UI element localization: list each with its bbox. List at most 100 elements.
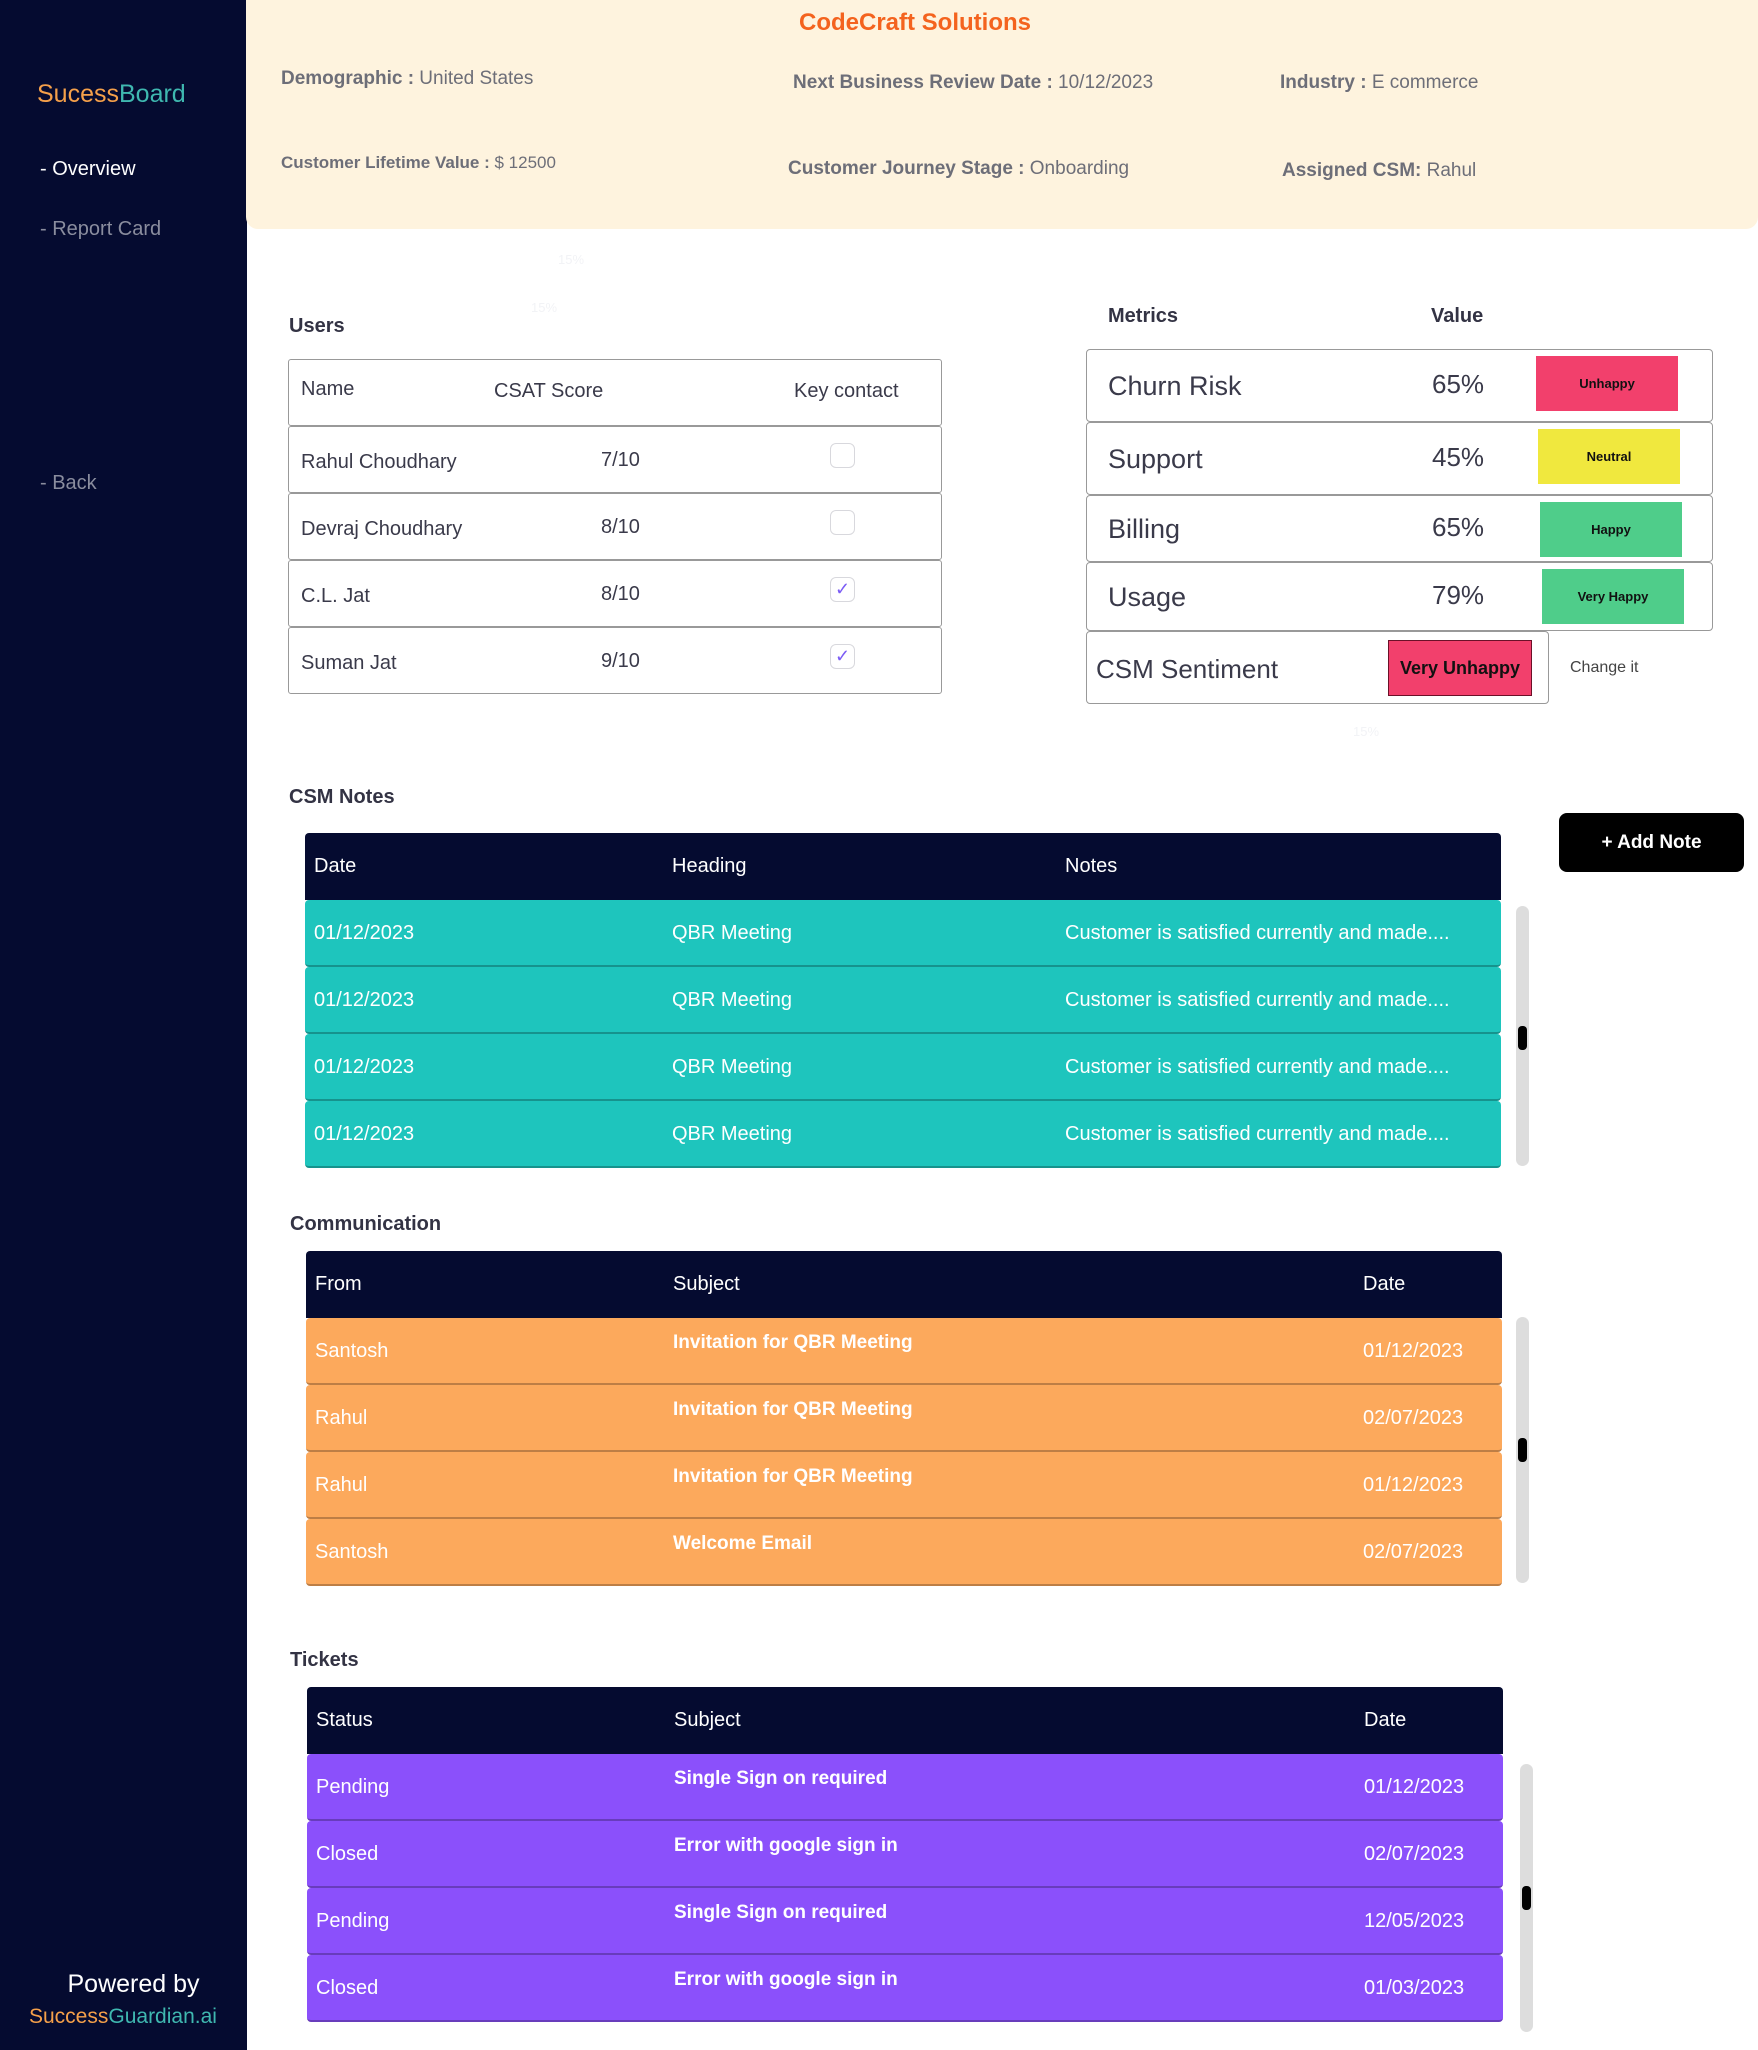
tickets-title: Tickets	[290, 1649, 359, 1671]
key-contact-checkbox[interactable]: ✓	[830, 644, 855, 669]
communication-cell: Rahul	[315, 1407, 368, 1429]
communication-table: From Subject Date Santosh Invitation for QBR…	[306, 1251, 1502, 1586]
communication-row[interactable]: Santosh Invitation for QBR Meeting 01/12/2…	[306, 1318, 1502, 1385]
column-header: Status	[316, 1709, 373, 1731]
field-value: United States	[414, 68, 534, 89]
notes-row[interactable]: 01/12/2023 QBR Meeting Customer is satisfi…	[305, 900, 1501, 967]
scrollbar-thumb[interactable]	[1518, 1438, 1527, 1462]
users-title: Users	[289, 315, 345, 337]
notes-cell: 01/12/2023	[314, 989, 415, 1011]
column-header: Date	[314, 855, 357, 877]
sidebar: SucessBoard - Overview - Report Card - B…	[0, 0, 247, 2050]
csat-score: 9/10	[601, 650, 640, 672]
scrollbar-thumb[interactable]	[1518, 1026, 1527, 1050]
tickets-cell: Closed	[316, 1843, 379, 1865]
csm-notes-title: CSM Notes	[289, 786, 395, 808]
key-contact-checkbox[interactable]	[830, 443, 855, 468]
notes-header-row: Date Heading Notes	[305, 833, 1501, 900]
column-header: Name	[301, 378, 355, 400]
metric-name: Support	[1108, 443, 1203, 474]
field-assigned-csm: Assigned CSM: Rahul	[1282, 160, 1476, 182]
communication-row[interactable]: Santosh Welcome Email 02/07/2023	[306, 1519, 1502, 1586]
notes-scrollbar[interactable]	[1516, 906, 1529, 1166]
tickets-header-row: Status Subject Date	[307, 1687, 1503, 1754]
company-name: CodeCraft Solutions	[799, 9, 1031, 36]
add-note-button[interactable]: + Add Note	[1559, 813, 1744, 872]
users-header-row: Name CSAT Score Key contact	[288, 359, 942, 426]
tickets-cell: 12/05/2023	[1364, 1910, 1465, 1932]
notes-cell: Customer is satisfied currently and made…	[1065, 1123, 1450, 1145]
notes-cell: 01/12/2023	[314, 1123, 415, 1145]
field-lifetime-value: Customer Lifetime Value : $ 12500	[281, 153, 556, 173]
field-value: E commerce	[1366, 72, 1479, 93]
communication-header-row: From Subject Date	[306, 1251, 1502, 1318]
change-sentiment-link[interactable]: Change it	[1570, 659, 1639, 676]
tickets-cell: Closed	[316, 1977, 379, 1999]
sentiment-dropdown[interactable]: Very Unhappy	[1388, 640, 1532, 696]
notes-row[interactable]: 01/12/2023 QBR Meeting Customer is satisfi…	[305, 1101, 1501, 1168]
tickets-row[interactable]: Pending Single Sign on required 01/12/2023	[307, 1754, 1503, 1821]
metric-row: Support 45% Neutral	[1086, 422, 1713, 495]
metric-name: Churn Risk	[1108, 370, 1242, 401]
key-contact-checkbox[interactable]	[830, 510, 855, 535]
nav-back[interactable]: - Back	[40, 472, 97, 494]
user-row: Suman Jat 9/10 ✓	[288, 627, 942, 694]
users-table: Name CSAT Score Key contact Rahul Choudhary…	[288, 359, 942, 694]
logo-part: Board	[118, 80, 186, 108]
field-review-date: Next Business Review Date : 10/12/2023	[793, 72, 1153, 94]
column-header: From	[315, 1273, 362, 1295]
key-contact-checkbox[interactable]: ✓	[830, 577, 855, 602]
metric-status-badge: Very Happy	[1542, 569, 1684, 624]
communication-cell: 01/12/2023	[1363, 1340, 1464, 1362]
user-row: Devraj Choudhary 8/10	[288, 493, 942, 560]
brand-part: Guardian.ai	[108, 2005, 217, 2028]
tickets-row[interactable]: Pending Single Sign on required 12/05/2023	[307, 1888, 1503, 1955]
tickets-cell: Single Sign on required	[674, 1902, 888, 1923]
value-column-header: Value	[1431, 305, 1484, 327]
tickets-cell: Error with google sign in	[674, 1835, 898, 1856]
field-industry: Industry : E commerce	[1280, 72, 1478, 94]
nav-overview[interactable]: - Overview	[40, 158, 136, 180]
tickets-cell: Pending	[316, 1910, 390, 1932]
metric-value: 79%	[1432, 579, 1485, 610]
column-header: Key contact	[794, 380, 899, 402]
communication-cell: 02/07/2023	[1363, 1541, 1464, 1563]
metrics-column-header: Metrics	[1108, 305, 1179, 327]
tickets-row[interactable]: Closed Error with google sign in 01/03/202…	[307, 1955, 1503, 2022]
communication-cell: 02/07/2023	[1363, 1407, 1464, 1429]
communication-row[interactable]: Rahul Invitation for QBR Meeting 01/12/202…	[306, 1452, 1502, 1519]
notes-row[interactable]: 01/12/2023 QBR Meeting Customer is satisfi…	[305, 1034, 1501, 1101]
communication-cell: Welcome Email	[673, 1533, 813, 1554]
sentiment-label: CSM Sentiment	[1096, 654, 1279, 684]
brand-name: SuccessGuardian.ai	[29, 2005, 217, 2029]
tickets-cell: Pending	[316, 1776, 390, 1798]
field-demographic: Demographic : United States	[281, 68, 533, 90]
metric-status-badge: Neutral	[1538, 429, 1680, 484]
tickets-scrollbar[interactable]	[1520, 1764, 1533, 2032]
notes-cell: QBR Meeting	[672, 1056, 793, 1078]
field-key: Customer Journey Stage :	[788, 158, 1025, 179]
communication-cell: Invitation for QBR Meeting	[673, 1466, 913, 1487]
field-key: Assigned CSM:	[1282, 160, 1422, 181]
csm-notes-table: Date Heading Notes 01/12/2023 QBR Meeting Cus…	[305, 833, 1501, 1168]
csat-score: 8/10	[601, 583, 640, 605]
tickets-row[interactable]: Closed Error with google sign in 02/07/202…	[307, 1821, 1503, 1888]
scrollbar-thumb[interactable]	[1522, 1886, 1531, 1910]
tickets-table: Status Subject Date Pending Single Sign on r…	[307, 1687, 1503, 2022]
powered-by-label: Powered by	[67, 1970, 200, 1998]
nav-report-card[interactable]: - Report Card	[40, 218, 162, 240]
customer-header: CodeCraft Solutions Demographic : United…	[246, 0, 1758, 229]
notes-row[interactable]: 01/12/2023 QBR Meeting Customer is satisfi…	[305, 967, 1501, 1034]
communication-cell: Santosh	[315, 1340, 389, 1362]
communication-title: Communication	[290, 1213, 442, 1235]
communication-scrollbar[interactable]	[1516, 1317, 1529, 1583]
field-key: Customer Lifetime Value :	[281, 153, 490, 172]
tickets-cell: 02/07/2023	[1364, 1843, 1465, 1865]
user-name: Rahul Choudhary	[301, 451, 457, 473]
column-header: Date	[1363, 1273, 1406, 1295]
communication-row[interactable]: Rahul Invitation for QBR Meeting 02/07/202…	[306, 1385, 1502, 1452]
csat-score: 8/10	[601, 516, 640, 538]
column-header: Subject	[674, 1709, 741, 1731]
column-header: Subject	[673, 1273, 740, 1295]
notes-cell: QBR Meeting	[672, 1123, 793, 1145]
